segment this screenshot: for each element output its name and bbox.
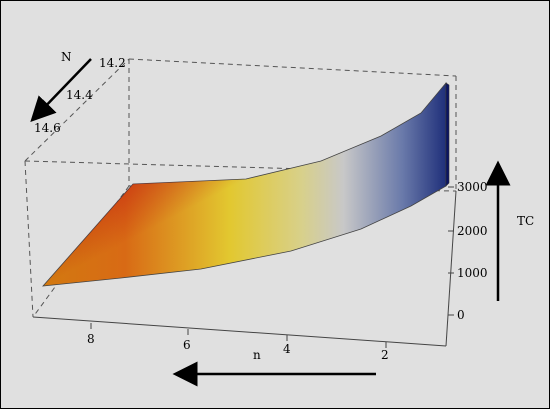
n-horizontal-axis: 8 6 4 2 n	[87, 323, 389, 387]
y-tick-0: 14.2	[99, 56, 126, 70]
z-axis-label: TC	[517, 214, 534, 228]
tc-vertical-axis: TC 0 1000 2000 3000	[448, 160, 534, 322]
z-tick-1: 1000	[457, 266, 488, 280]
x-axis-label: n	[253, 348, 261, 362]
z-tick-0: 0	[457, 308, 465, 322]
x-tick-2: 4	[283, 342, 291, 356]
x-tick-3: 2	[381, 348, 389, 362]
y-tick-1: 14.4	[66, 88, 93, 102]
y-axis-label: N	[61, 50, 72, 64]
n-depth-axis: N 14.2 14.4 14.6	[30, 50, 126, 135]
y-tick-2: 14.6	[34, 121, 61, 135]
z-tick-3: 3000	[457, 180, 488, 194]
y-direction-arrow	[30, 58, 92, 123]
x-tick-1: 6	[183, 338, 191, 352]
z-tick-2: 2000	[457, 224, 488, 238]
tc-surface	[42, 81, 450, 287]
x-tick-0: 8	[87, 332, 95, 346]
